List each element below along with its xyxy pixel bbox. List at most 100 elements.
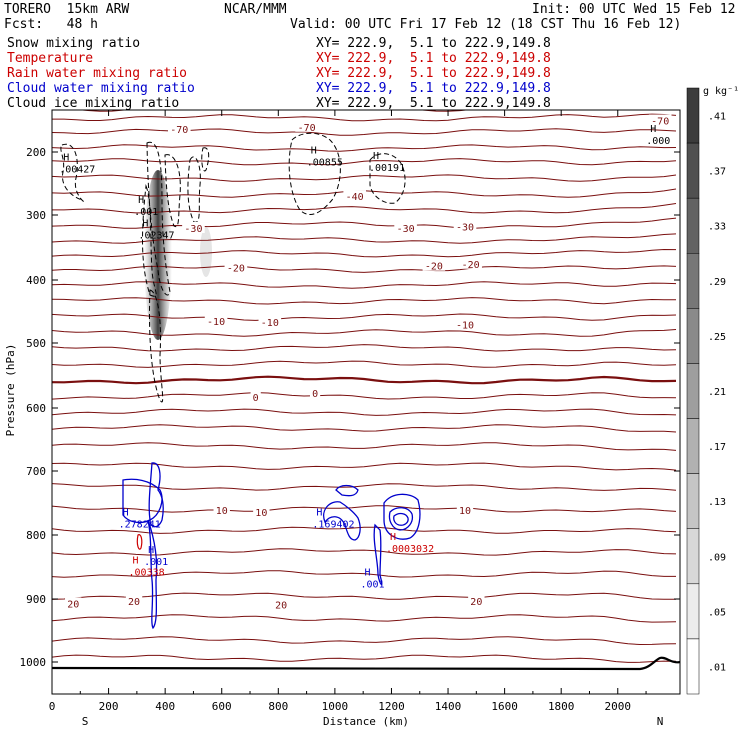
snow-contour bbox=[201, 147, 210, 172]
extremum-value: .0003032 bbox=[386, 544, 434, 555]
colorbar-label: .09 bbox=[708, 552, 726, 563]
extremum-value: .000 bbox=[646, 136, 670, 147]
isotherm-label: -70 bbox=[170, 125, 188, 136]
colorbar-label: .05 bbox=[708, 607, 726, 618]
isotherm-label-bg bbox=[394, 222, 417, 233]
cloud-water-contour bbox=[122, 478, 163, 524]
y-tick-label: 400 bbox=[26, 274, 46, 287]
extremum-marker: H bbox=[390, 532, 396, 543]
x-axis-label: Distance (km) bbox=[323, 715, 409, 728]
isotherm-label: 20 bbox=[470, 597, 482, 608]
snow-contour bbox=[187, 156, 201, 223]
y-axis-label: Pressure (hPa) bbox=[4, 344, 17, 437]
isotherm-label: -30 bbox=[397, 224, 415, 235]
cloud-water-contour bbox=[383, 493, 421, 540]
temperature-isotherm bbox=[52, 636, 677, 646]
field-xy-snow: XY= 222.9, 5.1 to 222.9,149.8 bbox=[316, 36, 551, 51]
plot-frame bbox=[51, 109, 681, 695]
colorbar-label: .17 bbox=[708, 442, 726, 453]
colorbar-segment bbox=[686, 583, 700, 640]
temperature-isotherm bbox=[52, 144, 677, 152]
x-tick-label: 0 bbox=[49, 700, 56, 713]
temperature-isotherm bbox=[52, 526, 677, 534]
isotherm-label: 20 bbox=[275, 601, 287, 612]
colorbar-segment bbox=[686, 197, 700, 254]
isotherm-label-bg bbox=[456, 504, 474, 516]
colorbar-segment bbox=[686, 528, 700, 585]
isotherm-label: -10 bbox=[456, 321, 474, 332]
y-tick-label: 900 bbox=[26, 593, 46, 606]
isotherm-label-bg bbox=[65, 597, 82, 609]
extremum-value: .00191 bbox=[369, 163, 405, 174]
isotherm-label-bg bbox=[272, 598, 290, 610]
extremum-value: .001 bbox=[134, 207, 158, 218]
field-name-rain: Rain water mixing ratio bbox=[7, 66, 188, 81]
colorbar-label: .21 bbox=[708, 387, 726, 398]
isotherm-label-bg bbox=[204, 314, 228, 326]
isotherm-label-bg bbox=[295, 120, 318, 132]
isotherm-label: -10 bbox=[261, 318, 279, 329]
cloud-water-contour bbox=[148, 462, 164, 528]
temperature-isotherm bbox=[52, 265, 677, 273]
isotherm-label: 20 bbox=[67, 599, 79, 610]
field-xy-cloud-ice: XY= 222.9, 5.1 to 222.9,149.8 bbox=[316, 96, 551, 111]
colorbar-segment bbox=[686, 308, 700, 364]
field-xy-temperature: XY= 222.9, 5.1 to 222.9,149.8 bbox=[316, 51, 551, 66]
x-tick-label: 1600 bbox=[491, 700, 518, 713]
colorbar-label: .13 bbox=[708, 497, 726, 508]
extremum-value: .00338 bbox=[129, 567, 165, 578]
colorbar-segment bbox=[686, 638, 700, 695]
temperature-isotherm bbox=[52, 248, 677, 258]
temperature-isotherm bbox=[52, 424, 677, 433]
extremum-value: .278241 bbox=[119, 519, 161, 530]
y-tick-label: 500 bbox=[26, 337, 46, 350]
field-name-snow: Snow mixing ratio bbox=[7, 36, 141, 51]
isotherm-label: -20 bbox=[462, 260, 480, 271]
extremum-marker: H bbox=[138, 195, 144, 206]
isotherm-label-bg bbox=[213, 504, 230, 516]
snow-contour bbox=[369, 153, 406, 204]
temperature-isotherm bbox=[52, 113, 677, 122]
rain-water-contour bbox=[136, 534, 143, 550]
field-xy-rain: XY= 222.9, 5.1 to 222.9,149.8 bbox=[316, 66, 551, 81]
isotherm-label: -40 bbox=[346, 192, 364, 203]
extremum-marker: H bbox=[142, 219, 148, 230]
extremum-marker: H bbox=[650, 124, 656, 135]
extremum-marker: H bbox=[316, 507, 322, 518]
extremum-value: .001 bbox=[360, 580, 384, 591]
field-name-cloud-water: Cloud water mixing ratio bbox=[7, 81, 195, 96]
temperature-isotherm bbox=[52, 442, 677, 451]
isotherm-label: -30 bbox=[456, 223, 474, 234]
surface-line bbox=[52, 656, 680, 671]
isotherm-label: -30 bbox=[184, 224, 202, 235]
snow-contour bbox=[146, 141, 171, 296]
y-tick-label: 700 bbox=[26, 465, 46, 478]
temperature-isotherm bbox=[52, 592, 677, 600]
south-label: S bbox=[82, 715, 89, 728]
x-tick-label: 1400 bbox=[435, 700, 462, 713]
cloud-water-contour bbox=[335, 484, 359, 497]
isotherm-label-bg bbox=[343, 190, 366, 202]
isotherm-label: 0 bbox=[312, 389, 318, 400]
cloud-water-contour bbox=[147, 519, 158, 630]
extremum-value: .169402 bbox=[312, 519, 354, 530]
isotherm-label: 20 bbox=[128, 597, 140, 608]
colorbar-segment bbox=[686, 142, 700, 199]
temperature-isotherm bbox=[52, 548, 677, 556]
field-xy-cloud-water: XY= 222.9, 5.1 to 222.9,149.8 bbox=[316, 81, 551, 96]
temperature-isotherm bbox=[52, 344, 677, 352]
temperature-isotherm bbox=[52, 158, 677, 166]
cloud-water-contour bbox=[388, 507, 414, 531]
colorbar-segment bbox=[686, 363, 700, 419]
temperature-isotherm bbox=[52, 360, 677, 368]
y-tick-label: 300 bbox=[26, 209, 46, 222]
temperature-isotherm bbox=[52, 408, 677, 416]
colorbar-segment bbox=[686, 87, 700, 144]
isotherm-label-bg bbox=[648, 114, 672, 126]
isotherm-label-bg bbox=[309, 387, 321, 399]
cloud-water-contour bbox=[373, 523, 383, 586]
colorbar-unit: g kg⁻¹ bbox=[703, 86, 739, 97]
isotherm-label: 10 bbox=[255, 508, 267, 519]
temperature-isotherm bbox=[52, 483, 677, 491]
